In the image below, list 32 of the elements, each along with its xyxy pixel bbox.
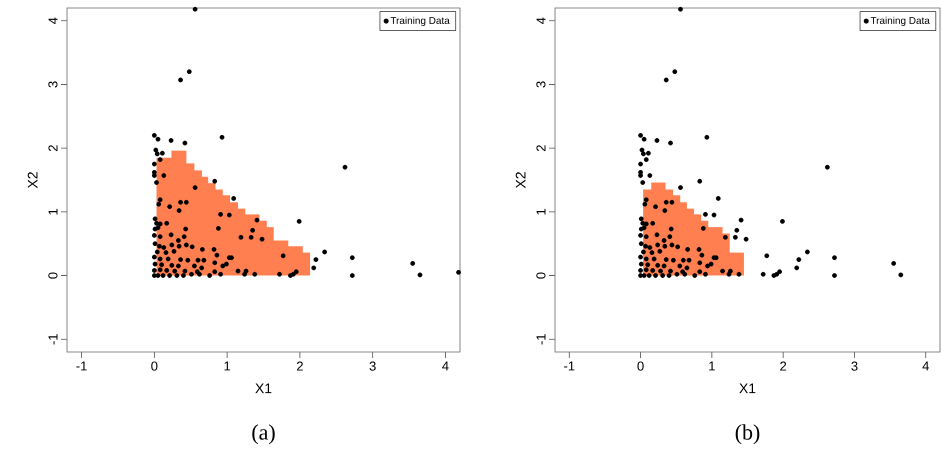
y-tick-label: 4	[48, 18, 58, 24]
y-tick-label: -1	[536, 334, 546, 344]
y-tick-label: 3	[48, 81, 58, 88]
y-tick-label: 2	[48, 145, 58, 152]
legend-label: Training Data	[870, 16, 930, 26]
x-tick-label: -1	[564, 362, 574, 370]
x-axis-title: X1	[255, 384, 272, 394]
y-axis-title: X2	[28, 172, 38, 188]
x-tick-label: 1	[709, 362, 715, 370]
text: (b)	[736, 424, 760, 444]
y-tick-label: 3	[536, 81, 546, 88]
x-tick-label: 4	[922, 362, 929, 370]
y-tick-label: 1	[48, 208, 58, 214]
x-tick-label: 2	[296, 362, 303, 371]
x-tick-label: 0	[637, 362, 644, 371]
y-tick-label: 0	[536, 272, 546, 279]
text: (a)	[252, 424, 275, 444]
x-tick-label: 3	[370, 362, 376, 371]
x-tick-label: 4	[442, 362, 449, 370]
y-tick-label: 4	[536, 18, 546, 24]
y-axis-title: X2	[516, 172, 526, 188]
y-tick-label: 1	[536, 208, 546, 214]
x-tick-label: 2	[780, 362, 786, 371]
y-tick-label: 0	[48, 272, 58, 279]
y-tick-label: 2	[536, 145, 546, 152]
x-tick-label: 1	[224, 362, 230, 370]
x-axis-title: X1	[739, 384, 756, 394]
x-tick-label: 3	[851, 362, 858, 371]
legend-label: Training Data	[390, 16, 450, 26]
x-tick-label: -1	[76, 362, 87, 370]
x-tick-label: 0	[151, 362, 158, 371]
y-tick-label: -1	[48, 334, 58, 344]
